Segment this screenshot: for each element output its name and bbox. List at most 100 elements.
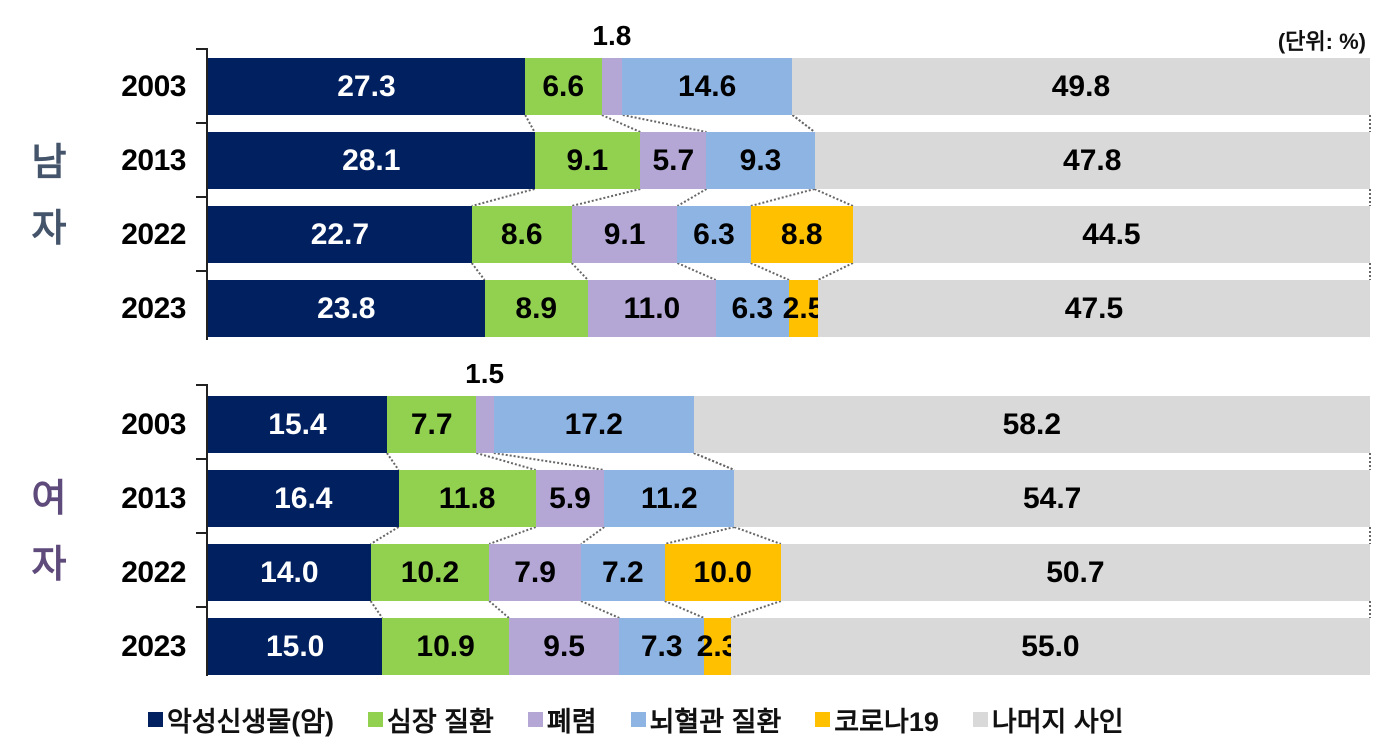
axis-tick bbox=[196, 458, 206, 460]
annotation-female-2003-pneumonia: 1.5 bbox=[465, 358, 505, 389]
year-label: 2022 bbox=[121, 556, 186, 589]
stacked-bar: 27.3 6.6 14.6 49.8 bbox=[208, 58, 1370, 115]
segment-other: 47.8 bbox=[814, 132, 1370, 189]
group-label-male-line2: 자 bbox=[31, 208, 67, 250]
legend-item-heart: 심장 질환 bbox=[368, 700, 494, 739]
group-label-male-line1: 남 bbox=[31, 142, 67, 184]
segment-cerebrovascular: 7.3 bbox=[619, 618, 705, 675]
year-label: 2023 bbox=[121, 630, 186, 663]
segment-other: 47.5 bbox=[818, 280, 1370, 337]
legend-swatch-heart bbox=[368, 712, 384, 727]
segment-heart: 8.9 bbox=[484, 280, 588, 337]
legend-item-pneumonia: 폐렴 bbox=[527, 700, 597, 739]
axis-tick bbox=[196, 532, 206, 534]
group-label-male: 남 자 bbox=[24, 130, 74, 262]
legend-item-other: 나머지 사인 bbox=[972, 700, 1124, 739]
bar-row-female-2013: 2013 16.4 11.8 5.9 11.2 54.7 bbox=[0, 470, 1400, 527]
stacked-bar: 23.8 8.9 11.0 6.3 2.5 47.5 bbox=[208, 280, 1370, 337]
segment-heart: 7.7 bbox=[386, 396, 477, 453]
segment-covid19: 2.3 bbox=[697, 618, 738, 675]
unit-label: (단위: %) bbox=[1277, 29, 1366, 54]
segment-pneumonia: 7.9 bbox=[489, 544, 581, 601]
stacked-bar: 28.1 9.1 5.7 9.3 47.8 bbox=[208, 132, 1370, 189]
year-label: 2023 bbox=[121, 292, 186, 325]
segment-other: 55.0 bbox=[730, 618, 1370, 675]
axis-tick bbox=[196, 48, 206, 50]
segment-pneumonia bbox=[601, 58, 623, 115]
segment-heart: 6.6 bbox=[524, 58, 602, 115]
stacked-bar: 22.7 8.6 9.1 6.3 8.8 44.5 bbox=[208, 206, 1370, 263]
segment-heart: 8.6 bbox=[471, 206, 572, 263]
legend-label: 폐렴 bbox=[546, 707, 597, 737]
legend-swatch-covid19 bbox=[815, 712, 831, 727]
segment-cerebrovascular: 17.2 bbox=[493, 396, 694, 453]
segment-other: 50.7 bbox=[780, 544, 1370, 601]
year-label: 2022 bbox=[121, 218, 186, 251]
segment-other: 44.5 bbox=[852, 206, 1370, 263]
stacked-bar: 15.0 10.9 9.5 7.3 2.3 55.0 bbox=[208, 618, 1370, 675]
legend-swatch-other bbox=[972, 712, 988, 727]
segment-covid19: 10.0 bbox=[664, 544, 781, 601]
annotation-male-2003-pneumonia: 1.8 bbox=[592, 20, 632, 51]
bar-row-male-2013: 2013 28.1 9.1 5.7 9.3 47.8 bbox=[0, 132, 1400, 189]
segment-pneumonia bbox=[476, 396, 494, 453]
bar-row-male-2023: 2023 23.8 8.9 11.0 6.3 2.5 47.5 bbox=[0, 280, 1400, 337]
segment-cancer: 15.4 bbox=[208, 396, 387, 453]
segment-cerebrovascular: 7.2 bbox=[580, 544, 665, 601]
segment-pneumonia: 11.0 bbox=[587, 280, 716, 337]
legend-swatch-pneumonia bbox=[527, 712, 543, 727]
legend-label: 악성신생물(암) bbox=[167, 707, 335, 737]
segment-other: 58.2 bbox=[693, 396, 1370, 453]
segment-pneumonia: 5.7 bbox=[640, 132, 707, 189]
bar-row-female-2003: 2003 15.4 7.7 17.2 58.2 bbox=[0, 396, 1400, 453]
segment-other: 49.8 bbox=[791, 58, 1370, 115]
segment-cancer: 14.0 bbox=[208, 544, 371, 601]
y-axis-male bbox=[206, 48, 208, 340]
legend: 악성신생물(암) 심장 질환 폐렴 뇌혈관 질환 코로나19 나머지 사인 bbox=[148, 700, 1124, 739]
year-label: 2013 bbox=[121, 482, 186, 515]
bar-row-female-2022: 2022 14.0 10.2 7.9 7.2 10.0 50.7 bbox=[0, 544, 1400, 601]
segment-cancer: 15.0 bbox=[208, 618, 383, 675]
year-label: 2013 bbox=[121, 144, 186, 177]
group-label-female-line1: 여 bbox=[31, 478, 67, 520]
axis-tick bbox=[196, 384, 206, 386]
axis-tick bbox=[196, 270, 206, 272]
bar-row-male-2003: 2003 27.3 6.6 14.6 49.8 bbox=[0, 58, 1400, 115]
y-axis-female bbox=[206, 384, 208, 676]
legend-item-cerebrovascular: 뇌혈관 질환 bbox=[630, 700, 782, 739]
stacked-bar: 14.0 10.2 7.9 7.2 10.0 50.7 bbox=[208, 544, 1370, 601]
segment-cancer: 22.7 bbox=[208, 206, 472, 263]
segment-cerebrovascular: 6.3 bbox=[677, 206, 751, 263]
segment-cerebrovascular: 11.2 bbox=[604, 470, 735, 527]
segment-heart: 9.1 bbox=[534, 132, 641, 189]
segment-heart: 10.9 bbox=[382, 618, 509, 675]
segment-pneumonia: 5.9 bbox=[535, 470, 605, 527]
segment-cerebrovascular: 6.3 bbox=[715, 280, 789, 337]
axis-tick bbox=[196, 122, 206, 124]
legend-swatch-cerebrovascular bbox=[630, 712, 646, 727]
segment-cancer: 27.3 bbox=[208, 58, 525, 115]
legend-label: 나머지 사인 bbox=[991, 707, 1124, 737]
stacked-bar: 16.4 11.8 5.9 11.2 54.7 bbox=[208, 470, 1370, 527]
legend-swatch-cancer bbox=[148, 712, 163, 727]
stacked-bar: 15.4 7.7 17.2 58.2 bbox=[208, 396, 1370, 453]
segment-cancer: 16.4 bbox=[208, 470, 399, 527]
segment-cancer: 23.8 bbox=[208, 280, 485, 337]
segment-pneumonia: 9.5 bbox=[508, 618, 620, 675]
axis-tick bbox=[196, 606, 206, 608]
segment-cancer: 28.1 bbox=[208, 132, 535, 189]
segment-pneumonia: 9.1 bbox=[571, 206, 678, 263]
legend-label: 코로나19 bbox=[834, 707, 939, 737]
legend-item-cancer: 악성신생물(암) bbox=[148, 700, 334, 739]
legend-label: 뇌혈관 질환 bbox=[649, 707, 782, 737]
legend-item-covid19: 코로나19 bbox=[815, 700, 939, 739]
year-label: 2003 bbox=[121, 408, 186, 441]
group-label-female: 여 자 bbox=[24, 466, 74, 598]
bar-row-female-2023: 2023 15.0 10.9 9.5 7.3 2.3 55.0 bbox=[0, 618, 1400, 675]
legend-label: 심장 질환 bbox=[387, 707, 494, 737]
bar-row-male-2022: 2022 22.7 8.6 9.1 6.3 8.8 44.5 bbox=[0, 206, 1400, 263]
segment-covid19: 2.5 bbox=[783, 280, 824, 337]
axis-tick bbox=[196, 196, 206, 198]
segment-other: 54.7 bbox=[734, 470, 1370, 527]
segment-heart: 10.2 bbox=[370, 544, 490, 601]
